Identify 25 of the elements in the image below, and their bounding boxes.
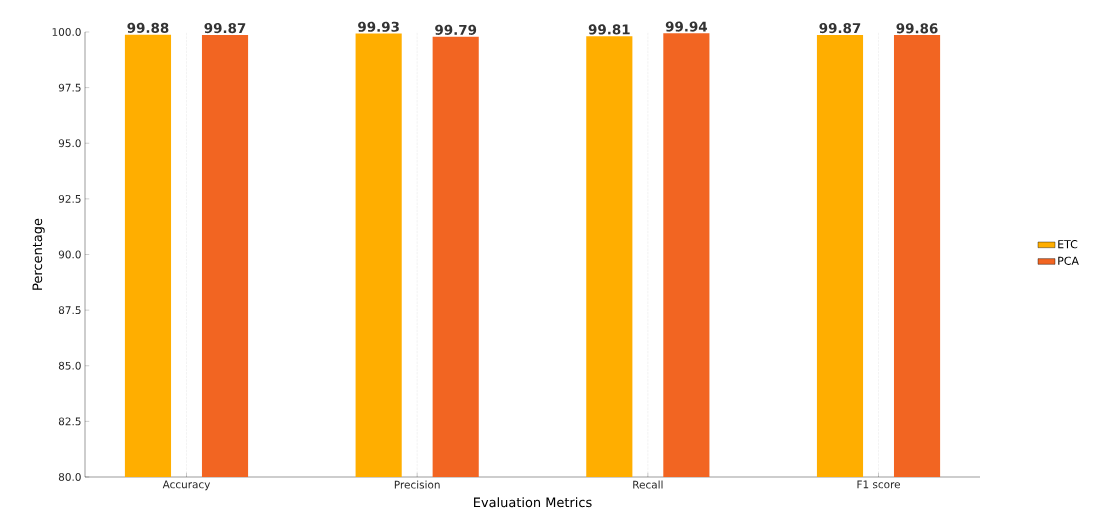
data-label: 99.94 — [665, 21, 708, 32]
y-tick-label: 82.5 — [58, 417, 81, 426]
x-tick-label: Recall — [633, 480, 663, 489]
data-label: 99.79 — [435, 24, 477, 35]
x-axis-title: Evaluation Metrics — [474, 497, 592, 508]
data-label: 99.87 — [819, 23, 861, 34]
data-label: 99.87 — [204, 23, 246, 34]
y-tick-label: 80.0 — [58, 473, 81, 481]
legend-label: PCA — [1058, 256, 1079, 265]
y-tick-label: 90.0 — [58, 250, 81, 259]
y-tick-label: 100.0 — [52, 28, 81, 36]
data-label: 99.88 — [127, 22, 169, 33]
y-tick-label: 87.5 — [58, 306, 81, 315]
data-label: 99.81 — [588, 24, 630, 35]
data-label: 99.93 — [358, 21, 399, 32]
x-tick-label: Precision — [394, 480, 440, 489]
y-tick-label: 95.0 — [58, 139, 81, 148]
y-tick-label: 92.5 — [58, 194, 81, 203]
legend-label: ETC — [1058, 240, 1078, 249]
data-label: 99.86 — [896, 23, 938, 34]
y-tick-label: 85.0 — [58, 361, 81, 370]
x-tick-label: Accuracy — [162, 480, 211, 491]
y-axis-title: Percentage — [32, 218, 45, 290]
x-tick-label: F1 score — [857, 480, 901, 489]
y-tick-label: 97.5 — [58, 83, 81, 92]
